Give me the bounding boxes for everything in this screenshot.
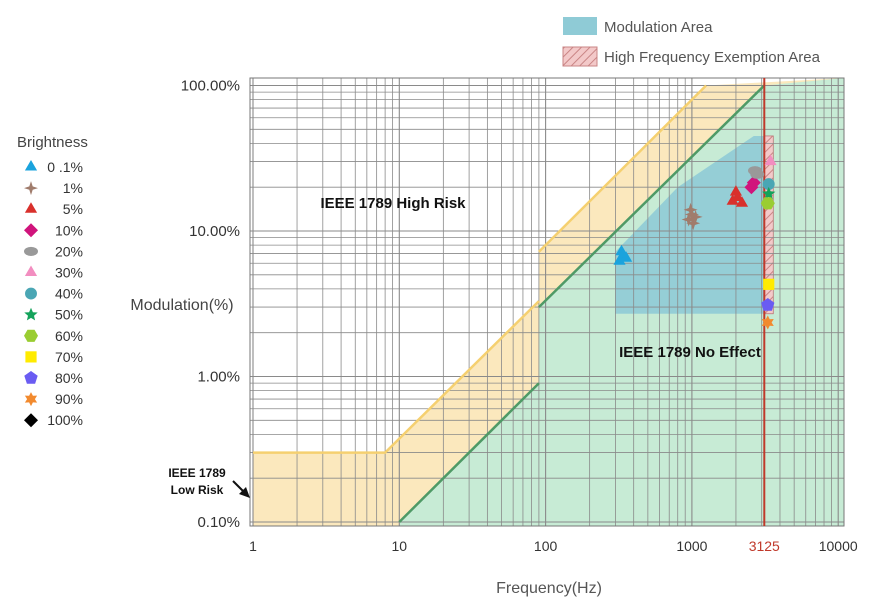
low-risk-arrow-icon xyxy=(232,480,250,498)
x-tick-label: 100 xyxy=(534,538,558,554)
no-effect-boundary-upper xyxy=(538,84,766,308)
x-tick-label: 10000 xyxy=(819,538,858,554)
data-point-series-0 xyxy=(620,251,633,262)
data-point-series-1 xyxy=(683,202,698,217)
legend-swatch-modulation xyxy=(563,17,597,35)
brightness-marker-1 xyxy=(24,181,38,196)
no-effect-label: IEEE 1789 No Effect xyxy=(619,344,761,361)
brightness-label-2: 5% xyxy=(63,201,83,217)
brightness-marker-9 xyxy=(25,351,37,363)
data-point-series-0 xyxy=(613,254,626,265)
plot-frame xyxy=(249,77,845,527)
y-tick-label: 1.00% xyxy=(197,369,240,386)
x-tick-label: 10 xyxy=(392,538,408,554)
brightness-marker-4 xyxy=(24,246,38,256)
data-point-series-2 xyxy=(735,196,749,207)
brightness-label-12: 100% xyxy=(47,412,83,428)
low-risk-label-line1: IEEE 1789 xyxy=(168,466,226,480)
data-point-series-9 xyxy=(763,278,775,290)
brightness-marker-10 xyxy=(24,371,38,384)
brightness-marker-2 xyxy=(24,202,38,213)
data-point-series-3 xyxy=(746,175,761,190)
high-risk-label: IEEE 1789 High Risk xyxy=(320,195,466,212)
brightness-label-8: 60% xyxy=(55,328,83,344)
brightness-label-10: 80% xyxy=(55,370,83,386)
brightness-label-6: 40% xyxy=(55,286,83,302)
brightness-marker-12 xyxy=(24,413,38,428)
area-legend: Modulation Area High Frequency Exemption… xyxy=(562,17,821,67)
data-point-series-8 xyxy=(760,197,775,210)
data-points xyxy=(613,154,777,330)
legend-label-exemption: High Frequency Exemption Area xyxy=(604,49,821,66)
low-risk-boundary-lower xyxy=(253,300,540,454)
brightness-marker-5 xyxy=(24,265,38,276)
no-effect-boundary-lower xyxy=(398,382,540,523)
brightness-marker-6 xyxy=(25,287,37,300)
data-point-series-11 xyxy=(761,315,774,330)
brightness-label-5: 30% xyxy=(55,265,83,281)
brightness-label-11: 90% xyxy=(55,391,83,407)
x-tick-label: 1 xyxy=(249,538,257,554)
x-axis-ticks: 1 10 100 1000 3125 10000 xyxy=(249,538,858,554)
y-axis-label: Modulation(%) xyxy=(130,297,233,314)
y-axis-ticks: 0.10% 1.00% 10.00% 100.00% xyxy=(181,78,240,532)
data-point-series-6 xyxy=(762,178,775,191)
x-tick-label: 1000 xyxy=(676,538,707,554)
brightness-label-9: 70% xyxy=(55,349,83,365)
risk-regions xyxy=(253,78,844,526)
data-point-series-0 xyxy=(615,244,628,256)
legend-label-modulation: Modulation Area xyxy=(604,19,713,36)
low-risk-boundary-upper xyxy=(538,84,707,253)
data-point-series-10 xyxy=(761,298,775,311)
brightness-label-3: 10% xyxy=(55,222,83,238)
data-point-series-2 xyxy=(731,190,744,201)
y-tick-label: 100.00% xyxy=(181,78,240,95)
brightness-legend-title: Brightness xyxy=(17,134,88,151)
low-risk-label-line2: Low Risk xyxy=(171,483,224,497)
data-point-series-1 xyxy=(686,216,701,231)
brightness-label-0: 0 .1% xyxy=(47,159,83,175)
legend-swatch-exemption xyxy=(562,46,598,67)
y-tick-label: 0.10% xyxy=(197,514,240,531)
risk-boundary-lines xyxy=(253,78,766,526)
brightness-marker-0 xyxy=(24,160,38,171)
brightness-marker-8 xyxy=(24,329,38,342)
brightness-marker-7 xyxy=(24,307,38,321)
brightness-label-7: 50% xyxy=(55,307,83,323)
y-tick-label: 10.00% xyxy=(189,223,240,240)
brightness-label-4: 20% xyxy=(55,243,83,259)
data-point-series-4 xyxy=(750,169,765,179)
data-point-series-2 xyxy=(729,185,742,196)
brightness-legend: Brightness 0 .1% 1% 5% 10% 20% 30% 40% 50% 60% 70… xyxy=(17,134,88,428)
x-axis-label: Frequency(Hz) xyxy=(496,580,602,597)
brightness-marker-11 xyxy=(24,392,38,407)
data-point-series-1 xyxy=(684,207,699,222)
brightness-label-1: 1% xyxy=(63,180,83,196)
data-point-series-7 xyxy=(762,186,776,200)
data-point-series-1 xyxy=(681,212,696,227)
data-point-series-5 xyxy=(764,154,777,166)
x-tick-label: 3125 xyxy=(749,538,780,554)
data-point-series-1 xyxy=(688,209,703,224)
brightness-marker-3 xyxy=(24,223,38,238)
